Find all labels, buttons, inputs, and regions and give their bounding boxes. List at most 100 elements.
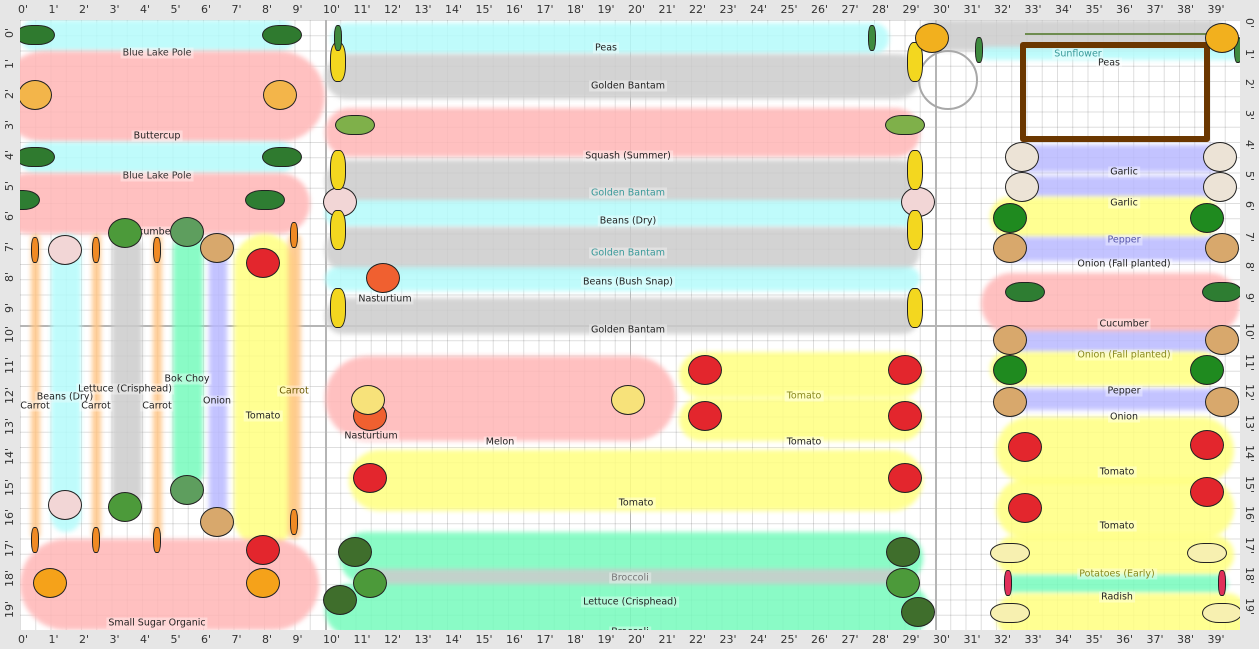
pepper-icon[interactable] (993, 203, 1027, 233)
onion-icon[interactable] (1205, 233, 1239, 263)
garlic-icon[interactable] (1005, 142, 1039, 172)
bed-pepper[interactable] (989, 196, 1219, 237)
bed-garlic[interactable] (1011, 175, 1225, 197)
onion-icon[interactable] (993, 387, 1027, 417)
carrot-icon[interactable] (31, 237, 39, 263)
cabbage-icon[interactable] (108, 492, 142, 522)
cucumber-icon[interactable] (1202, 282, 1240, 302)
pumpkin-icon[interactable] (246, 568, 280, 598)
potato-icon[interactable] (1187, 543, 1227, 563)
carrot-icon[interactable] (31, 527, 39, 553)
circle-shape[interactable] (918, 50, 978, 110)
carrot-icon[interactable] (92, 237, 100, 263)
bok-choy-icon[interactable] (170, 475, 204, 505)
bed-lettuce-crisphead[interactable] (355, 569, 905, 588)
bed-golden-bantam[interactable] (325, 297, 920, 335)
raised-bed[interactable] (1020, 42, 1210, 142)
sunflower-icon[interactable] (1205, 23, 1239, 53)
carrot-icon[interactable] (153, 237, 161, 263)
sunflower-icon[interactable] (915, 23, 949, 53)
melon-icon[interactable] (351, 385, 385, 415)
garlic-icon[interactable] (1005, 172, 1039, 202)
bed-bok-choy[interactable] (172, 233, 203, 487)
pepper-icon[interactable] (1190, 355, 1224, 385)
bed-beans-bush-snap[interactable] (325, 267, 920, 292)
bed-golden-bantam[interactable] (325, 160, 920, 203)
bed-beans-dry[interactable] (325, 199, 920, 228)
bed-carrot[interactable] (288, 233, 301, 539)
onion-icon[interactable] (200, 233, 234, 263)
tomato-icon[interactable] (888, 401, 922, 431)
pepper-icon[interactable] (1190, 203, 1224, 233)
tomato-icon[interactable] (888, 463, 922, 493)
bed-tomato[interactable] (233, 233, 295, 548)
tomato-icon[interactable] (688, 355, 722, 385)
pumpkin-icon[interactable] (33, 568, 67, 598)
cabbage-icon[interactable] (886, 568, 920, 598)
bed-peas[interactable] (980, 47, 1240, 60)
pea-pod-icon[interactable] (868, 25, 876, 51)
cabbage-icon[interactable] (108, 218, 142, 248)
corn-icon[interactable] (330, 210, 346, 250)
potato-icon[interactable] (990, 603, 1030, 623)
bed-golden-bantam[interactable] (325, 53, 920, 100)
onion-icon[interactable] (993, 325, 1027, 355)
potato-icon[interactable] (990, 543, 1030, 563)
bed-pepper[interactable] (989, 352, 1219, 386)
onion-icon[interactable] (200, 507, 234, 537)
dry-bean-icon[interactable] (48, 490, 82, 520)
broccoli-icon[interactable] (323, 585, 357, 615)
bed-squash-summer[interactable] (325, 108, 920, 158)
onion-icon[interactable] (993, 233, 1027, 263)
bed-onion[interactable] (996, 389, 1225, 411)
tomato-icon[interactable] (688, 401, 722, 431)
butternut-squash-icon[interactable] (20, 80, 52, 110)
summer-squash-icon[interactable] (885, 115, 925, 135)
bok-choy-icon[interactable] (170, 217, 204, 247)
bed-carrot[interactable] (152, 233, 162, 539)
summer-squash-icon[interactable] (335, 115, 375, 135)
bed-onion[interactable] (209, 233, 228, 524)
carrot-icon[interactable] (290, 509, 298, 535)
corn-icon[interactable] (907, 210, 923, 250)
cucumber-icon[interactable] (1005, 282, 1045, 302)
onion-icon[interactable] (1205, 325, 1239, 355)
butternut-squash-icon[interactable] (263, 80, 297, 110)
bed-potatoes-early[interactable] (996, 593, 1240, 630)
corn-icon[interactable] (330, 150, 346, 190)
radish-icon[interactable] (1004, 570, 1012, 596)
tomato-icon[interactable] (1008, 432, 1042, 462)
corn-icon[interactable] (907, 288, 923, 328)
tomato-icon[interactable] (353, 463, 387, 493)
bed-onion-fall-planted[interactable] (996, 236, 1225, 261)
bed-carrot[interactable] (91, 233, 101, 539)
tomato-icon[interactable] (246, 535, 280, 565)
line-shape[interactable] (1025, 33, 1208, 35)
dry-bean-icon[interactable] (48, 235, 82, 265)
bed-lettuce-crisphead[interactable] (111, 233, 142, 508)
corn-icon[interactable] (907, 150, 923, 190)
broccoli-icon[interactable] (886, 537, 920, 567)
bed-carrot[interactable] (30, 233, 40, 539)
bed-blue-lake-pole[interactable] (20, 142, 295, 173)
pea-pod-icon[interactable] (975, 37, 983, 63)
pepper-icon[interactable] (993, 355, 1027, 385)
carrot-icon[interactable] (92, 527, 100, 553)
bed-tomato[interactable] (349, 450, 923, 512)
melon-icon[interactable] (611, 385, 645, 415)
green-bean-icon[interactable] (20, 147, 55, 167)
bed-peas[interactable] (331, 23, 890, 54)
green-bean-icon[interactable] (262, 25, 302, 45)
cabbage-icon[interactable] (353, 568, 387, 598)
tomato-icon[interactable] (1190, 430, 1224, 460)
garlic-icon[interactable] (1203, 142, 1237, 172)
garden-canvas[interactable]: Blue Lake Pole Buttercup Blue Lake Pole Cuc… (20, 20, 1240, 630)
tomato-icon[interactable] (246, 248, 280, 278)
carrot-icon[interactable] (153, 527, 161, 553)
radish-icon[interactable] (1218, 570, 1226, 596)
bed-blue-lake-pole[interactable] (20, 20, 295, 51)
carrot-icon[interactable] (290, 222, 298, 248)
potato-icon[interactable] (1202, 603, 1240, 623)
bed-broccoli[interactable] (325, 584, 929, 630)
bed-garlic[interactable] (1011, 145, 1225, 173)
